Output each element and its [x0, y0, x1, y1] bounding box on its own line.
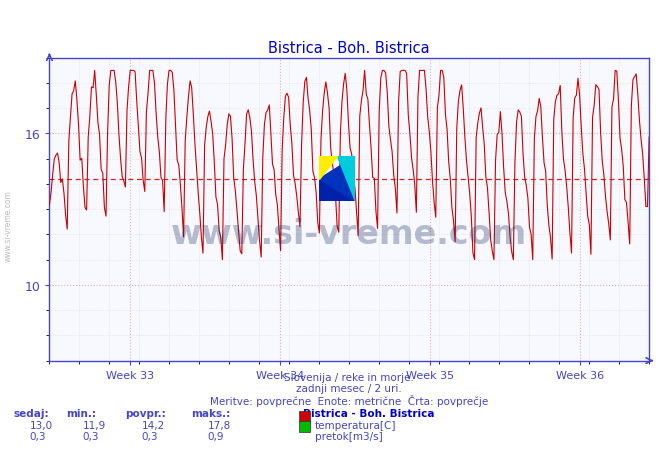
Text: 0,9: 0,9: [208, 431, 224, 441]
Text: 0,3: 0,3: [30, 431, 46, 441]
Text: 0,3: 0,3: [142, 431, 158, 441]
Text: sedaj:: sedaj:: [13, 408, 49, 418]
Text: 0,3: 0,3: [82, 431, 99, 441]
Title: Bistrica - Boh. Bistrica: Bistrica - Boh. Bistrica: [268, 41, 430, 56]
Text: 14,2: 14,2: [142, 420, 165, 430]
Text: Slovenija / reke in morje.: Slovenija / reke in morje.: [284, 372, 415, 382]
Text: www.si-vreme.com: www.si-vreme.com: [171, 217, 527, 250]
Text: Meritve: povprečne  Enote: metrične  Črta: povprečje: Meritve: povprečne Enote: metrične Črta:…: [210, 395, 488, 407]
Polygon shape: [319, 179, 355, 202]
Polygon shape: [337, 157, 355, 202]
Text: temperatura[C]: temperatura[C]: [315, 420, 397, 430]
Text: 17,8: 17,8: [208, 420, 231, 430]
Text: 13,0: 13,0: [30, 420, 53, 430]
Text: zadnji mesec / 2 uri.: zadnji mesec / 2 uri.: [297, 383, 402, 393]
Text: maks.:: maks.:: [191, 408, 231, 418]
Text: Bistrica - Boh. Bistrica: Bistrica - Boh. Bistrica: [303, 408, 435, 418]
Text: www.si-vreme.com: www.si-vreme.com: [3, 189, 13, 262]
Text: 11,9: 11,9: [82, 420, 105, 430]
Text: pretok[m3/s]: pretok[m3/s]: [315, 431, 383, 441]
Polygon shape: [319, 157, 355, 202]
Text: min.:: min.:: [66, 408, 96, 418]
Text: povpr.:: povpr.:: [125, 408, 166, 418]
Polygon shape: [319, 157, 337, 179]
